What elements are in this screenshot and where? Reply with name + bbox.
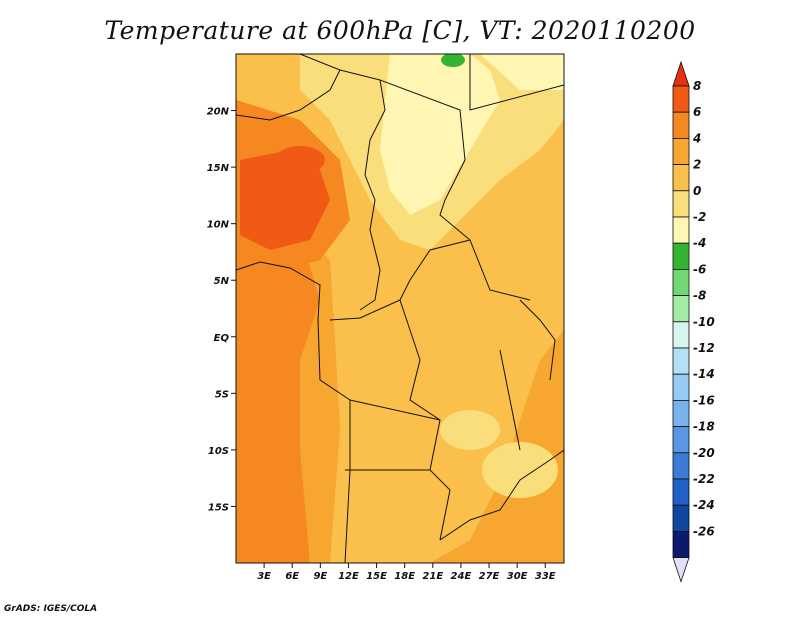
lat-tick-label: 20N (207, 107, 230, 118)
longitude-ticks: 3E 6E 9E 12E 15E 18E 21E 24E 27E 30E 33E (257, 563, 556, 582)
colorbar-swatch (672, 321, 690, 349)
colorbar-swatch (672, 399, 690, 427)
colorbar-swatch (672, 504, 690, 532)
colorbar-label: 4 (692, 131, 701, 145)
colorbar-label: 2 (693, 158, 701, 172)
colorbar-label: -2 (693, 210, 706, 224)
lon-tick-label: 18E (394, 571, 415, 582)
lat-tick-label: 15S (208, 502, 229, 513)
colorbar-swatch (672, 190, 690, 218)
lon-tick-label: 12E (338, 571, 359, 582)
colorbar-label: -6 (693, 262, 706, 276)
lon-tick-label: 21E (422, 571, 443, 582)
colorbar-bottom-arrow (672, 557, 690, 583)
colorbar-top-arrow (672, 60, 690, 87)
lat-tick-label: EQ (214, 333, 230, 344)
colorbar-label: 0 (693, 184, 701, 198)
colorbar-label: -10 (693, 315, 715, 329)
colorbar-label: -12 (693, 341, 715, 355)
colorbar-swatch (672, 531, 690, 559)
colorbar-label: -20 (693, 446, 715, 460)
colorbar-swatch (672, 216, 690, 244)
colorbar-swatch (672, 347, 690, 375)
colorbar-swatch (672, 373, 690, 401)
colorbar-swatch (672, 242, 690, 270)
colorbar-label: -16 (693, 393, 715, 407)
lat-tick-label: 10S (208, 446, 229, 457)
lon-tick-label: 6E (285, 571, 299, 582)
colorbar-swatch (672, 452, 690, 480)
colorbar-label: 8 (693, 79, 701, 93)
lon-tick-label: 15E (366, 571, 387, 582)
lat-tick-label: 15N (207, 163, 230, 174)
lon-tick-label: 27E (479, 571, 500, 582)
colorbar-label: -14 (693, 367, 715, 381)
colorbar: 8 6 4 2 0 -2 -4 -6 -8 -10 -12 -14 -16 -18 -20 -22 -24 -26 (672, 60, 715, 583)
lon-tick-label: 33E (535, 571, 556, 582)
lon-tick-label: 9E (313, 571, 327, 582)
lon-tick-label: 30E (507, 571, 528, 582)
colorbar-label: 6 (693, 105, 701, 119)
colorbar-swatch (672, 164, 690, 192)
grads-credit: GrADS: IGES/COLA (4, 604, 98, 614)
colorbar-label: -22 (693, 472, 715, 486)
colorbar-label: -26 (693, 524, 715, 538)
colorbar-swatch (672, 295, 690, 323)
lon-tick-label: 24E (451, 571, 472, 582)
lat-tick-label: 5N (214, 276, 230, 287)
colorbar-swatch (672, 478, 690, 506)
lat-tick-label: 10N (207, 220, 230, 231)
temperature-field (236, 54, 564, 563)
lon-tick-label: 3E (257, 571, 271, 582)
colorbar-label: -8 (693, 289, 706, 303)
map-frame (235, 53, 565, 564)
colorbar-label: -4 (693, 236, 706, 250)
lat-tick-label: 5S (215, 389, 229, 400)
colorbar-swatch (672, 137, 690, 165)
colorbar-label: -18 (693, 420, 715, 434)
colorbar-swatch (672, 426, 690, 454)
latitude-ticks: 20N 15N 10N 5N EQ 5S 10S 15S (207, 107, 236, 513)
colorbar-swatch (672, 85, 690, 113)
colorbar-label: -24 (693, 498, 715, 512)
map-title: Temperature at 600hPa [C], VT: 202011020… (104, 16, 696, 45)
colorbar-swatch (672, 111, 690, 139)
colorbar-swatch (672, 268, 690, 296)
